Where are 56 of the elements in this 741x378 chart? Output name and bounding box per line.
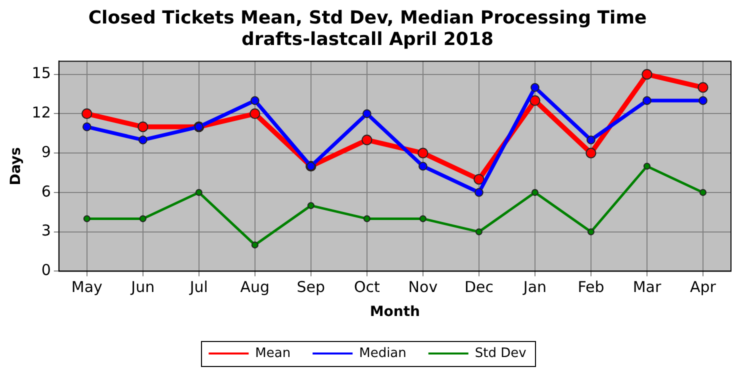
x-tick-label: Apr	[690, 278, 717, 296]
point	[586, 136, 596, 144]
point	[475, 228, 482, 236]
point	[698, 82, 708, 93]
x-tick-label: Dec	[464, 278, 494, 296]
y-tick-label: 9	[41, 142, 51, 161]
point	[586, 148, 596, 158]
point	[418, 148, 428, 158]
x-tick-label: Mar	[632, 278, 662, 296]
point	[362, 109, 372, 118]
x-tick-label: Jun	[130, 278, 155, 296]
point	[698, 96, 708, 105]
x-tick-label: Jan	[522, 278, 547, 296]
x-tick-label: Nov	[408, 278, 438, 296]
legend-label: Median	[359, 346, 406, 361]
point	[251, 241, 258, 248]
y-axis-title: Days	[8, 147, 24, 186]
point	[474, 174, 484, 185]
x-tick-label: Oct	[354, 278, 380, 296]
chart-title: Closed Tickets Mean, Std Dev, Median Processing Time drafts-lastcall April 2018	[88, 7, 647, 50]
legend-label: Std Dev	[474, 346, 527, 361]
point	[530, 95, 540, 106]
y-tick-label: 15	[32, 64, 51, 82]
point	[531, 188, 538, 196]
point	[642, 69, 652, 80]
point	[138, 122, 148, 132]
point	[474, 188, 484, 197]
point	[250, 108, 260, 119]
point	[530, 83, 540, 92]
point	[82, 108, 92, 119]
point	[587, 228, 594, 236]
legend-label: Mean	[255, 346, 291, 361]
point	[642, 96, 652, 105]
point	[138, 136, 148, 144]
x-tick-label: May	[71, 278, 103, 296]
x-tick-label: Sep	[296, 278, 326, 296]
point	[250, 96, 260, 105]
y-tick-label: 12	[32, 104, 51, 122]
x-tick-label: Aug	[240, 278, 270, 296]
point	[643, 162, 650, 170]
point	[139, 215, 146, 222]
x-axis-title: Month	[370, 304, 420, 320]
point	[419, 215, 426, 222]
point	[418, 162, 428, 171]
x-tick-label: Jul	[188, 278, 208, 296]
y-tick-label: 6	[41, 182, 51, 200]
point	[699, 188, 706, 196]
point	[195, 188, 202, 196]
point	[362, 134, 372, 146]
point	[363, 215, 370, 222]
y-tick-label: 0	[41, 261, 51, 280]
point	[82, 122, 92, 132]
x-tick-label: Feb	[578, 278, 604, 296]
point	[83, 215, 90, 222]
y-tick-label: 3	[41, 222, 51, 240]
point	[307, 202, 314, 210]
